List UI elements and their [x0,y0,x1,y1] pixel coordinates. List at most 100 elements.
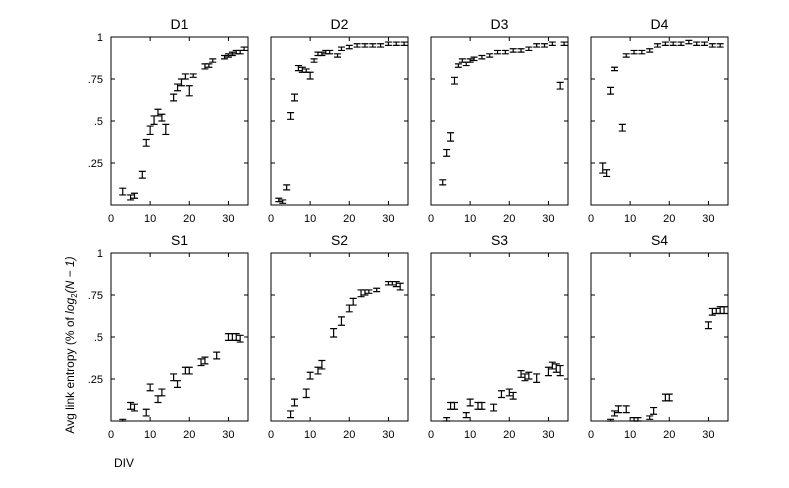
error-bar-point [646,48,654,53]
error-bar-point [174,83,182,92]
error-bar-point [314,366,322,375]
error-bar-point [708,307,716,316]
error-bar-point [279,199,287,204]
error-bar-point [720,306,728,315]
y-tick-label: 1 [97,248,103,260]
error-bar-point [337,316,345,326]
panel-frame [430,252,569,422]
panel-d2: D2 0 10 20 30 [268,16,409,225]
error-bar-point [638,49,646,55]
error-bar-point [610,66,618,72]
error-bar-point [306,371,314,380]
x-tick-label: 10 [624,429,636,441]
error-bar-point [716,43,724,48]
y-axis-label-math: log [63,297,77,313]
error-bar-point [439,179,447,186]
error-bar-point [283,184,291,191]
panel-frame [110,36,249,206]
error-bar-point [373,287,381,293]
y-axis-label-main: Avg link entropy (% of [63,314,77,434]
error-bar-point [345,44,353,50]
error-bar-point [665,393,673,402]
error-bar-point [607,86,615,95]
error-bar-point [361,289,369,296]
x-tick-label: 0 [428,213,434,225]
x-tick-label: 10 [464,213,476,225]
x-tick-label: 30 [542,429,554,441]
error-bar-point [610,410,618,417]
panel-title-d2: D2 [331,16,349,32]
error-bar-point [650,406,658,415]
error-bar-point [365,289,373,294]
error-bar-point [349,297,357,306]
error-bar-point [521,373,529,382]
error-bar-point [450,401,458,410]
error-bar-point [478,401,486,410]
panel-d3: D3 0 10 20 30 [428,16,569,225]
error-bar-point [716,306,724,315]
error-bar-point [197,358,205,367]
error-bar-point [704,321,712,330]
x-tick-label: 20 [663,213,675,225]
error-bar-point [228,51,236,57]
error-bar-point [170,373,178,382]
error-bar-point [618,123,626,132]
error-bar-point [392,280,400,288]
x-tick-label: 20 [343,213,355,225]
error-bar-point [127,401,135,410]
error-bar-point [533,43,541,48]
error-bar-point [517,370,525,378]
error-bar-point [701,41,709,46]
error-bar-point [119,187,127,196]
error-bar-point [318,51,326,57]
error-bar-point [189,73,197,78]
error-bar-point [326,49,334,55]
panel-frame [110,252,249,422]
x-tick-label: 10 [144,429,156,441]
error-bar-point [146,383,154,392]
error-bar-point [224,333,232,341]
error-bar-point [462,412,470,419]
error-bar-point [509,48,517,53]
error-bar-point [240,46,248,52]
error-bar-point [177,78,185,87]
error-bar-point [501,49,509,55]
error-bar-point [622,53,630,58]
error-bar-point [392,41,400,46]
error-bar-point [454,63,462,68]
error-bar-point [509,391,517,400]
error-bar-point [185,366,193,375]
error-bar-point [377,43,385,48]
panel-s4: S4 0 10 20 30 [588,232,729,441]
error-bar-point [369,43,377,48]
error-bar-point [525,46,533,52]
error-bar-point [150,115,158,125]
panel-s3: S3 0 10 20 30 [428,232,569,441]
y-tick-label: .75 [88,74,103,86]
error-bar-point [661,393,669,402]
error-bar-point [181,366,189,375]
error-bar-point [443,148,451,157]
error-bar-point [669,41,677,46]
error-bar-point [396,282,404,291]
y-tick-label: 1 [97,32,103,44]
error-bar-point [693,41,701,46]
error-bar-point [158,388,166,397]
error-bar-point [298,66,306,73]
error-bar-point [361,43,369,48]
panel-frame [430,36,569,206]
error-bar-point [345,304,353,313]
error-bar-point [634,417,642,422]
error-bar-point [470,56,478,62]
panel-title-d1: D1 [171,16,189,32]
error-bar-point [146,125,154,136]
panel-s1: S1 0 10 20 30 .25 .5 .75 1 [88,232,249,441]
error-bar-point [142,138,150,147]
error-bar-point [630,49,638,55]
y-axis-label: Avg link entropy (% of log2(N − 1) [63,256,79,433]
y-axis-label-tail: (N − 1) [63,256,77,293]
x-tick-label: 30 [222,429,234,441]
error-bar-point [224,53,232,58]
error-bar-point [450,76,458,85]
